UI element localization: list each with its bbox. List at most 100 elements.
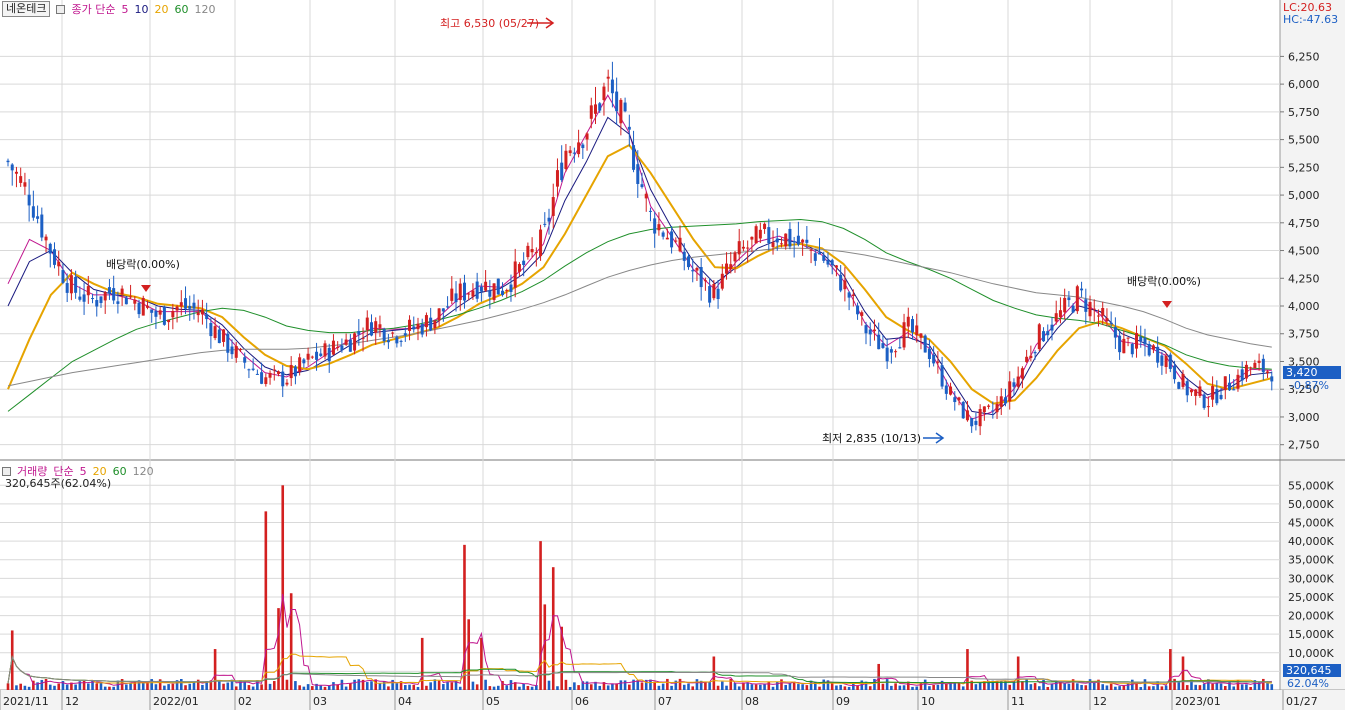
candle-body	[99, 296, 103, 304]
ma-line-120	[7, 247, 1272, 387]
candle-body	[674, 240, 678, 242]
candle-body	[386, 340, 390, 343]
volume-bar	[767, 681, 771, 690]
candle-body	[564, 150, 568, 169]
volume-bar	[1084, 685, 1088, 690]
volume-bar	[1059, 681, 1062, 690]
candle-body	[699, 267, 703, 288]
annotations	[141, 17, 1172, 444]
candle-body	[272, 369, 276, 371]
date-tick-label: 08	[745, 695, 759, 708]
candle-body	[779, 243, 783, 245]
volume-bar	[133, 681, 137, 690]
candle-body	[365, 317, 369, 331]
price-tick-label: 3,750	[1288, 328, 1320, 341]
volume-bar	[581, 681, 585, 690]
volume-bar	[1050, 683, 1054, 690]
volume-bar	[513, 682, 517, 690]
volume-bar	[1160, 686, 1164, 690]
volume-bar	[458, 686, 462, 690]
candle-body	[1067, 297, 1071, 301]
volume-bar	[915, 686, 919, 690]
volume-bar	[509, 680, 513, 690]
candle-body	[188, 306, 192, 309]
date-tick-label: 11	[1011, 695, 1025, 708]
volume-bar	[1228, 681, 1231, 690]
volume-bar	[585, 681, 589, 690]
volume-bar	[1181, 656, 1185, 690]
candle-body	[522, 260, 526, 265]
candle-body	[484, 281, 488, 291]
candle-body	[830, 260, 834, 266]
candle-body	[1215, 389, 1219, 404]
volume-bar	[1164, 685, 1168, 690]
ma-line-60	[7, 218, 1272, 412]
volume-bar	[619, 680, 623, 690]
candle-body	[302, 359, 306, 364]
stock-name[interactable]: 네온테크	[2, 1, 51, 17]
volume-bar	[302, 686, 306, 690]
candle-body	[57, 261, 61, 267]
candle-body	[158, 310, 162, 315]
candle-body	[1143, 337, 1147, 345]
current-change: -0.87%	[1290, 379, 1329, 392]
candle-body	[10, 164, 14, 171]
volume-bar	[573, 682, 576, 690]
volume-bar	[1118, 686, 1121, 690]
candle-body	[1223, 376, 1227, 391]
volume-bar	[606, 685, 610, 690]
candle-body	[813, 253, 817, 261]
candle-body	[974, 420, 978, 425]
volume-bar	[640, 682, 644, 690]
volume-bar	[682, 684, 686, 690]
volume-bar	[615, 683, 618, 690]
candle-body	[78, 296, 82, 300]
candle-body	[369, 322, 373, 336]
volume-bar	[251, 686, 255, 690]
volume-bar	[137, 680, 141, 690]
candle-body	[458, 283, 462, 300]
volume-bar	[763, 683, 766, 690]
volume-bar	[636, 680, 640, 690]
volume-bar	[475, 684, 479, 690]
volume-bar	[315, 683, 318, 690]
volume-bar	[319, 685, 323, 690]
candle-body	[1194, 389, 1198, 396]
grid	[0, 0, 1280, 690]
volume-bar	[416, 686, 420, 690]
volume-bar	[839, 684, 842, 690]
candle-body	[1156, 346, 1160, 363]
volume-bar	[48, 684, 52, 690]
date-tick-label: 01/27	[1286, 695, 1318, 708]
candle-body	[670, 231, 674, 248]
volume-bar	[1190, 679, 1193, 690]
volume-bar	[678, 678, 682, 690]
current-price-badge: 3,420	[1283, 366, 1341, 379]
candle-body	[995, 403, 999, 413]
date-tick-label: 2022/01	[153, 695, 199, 708]
volume-bar	[1147, 686, 1151, 690]
candle-body	[429, 317, 433, 331]
volume-bar	[205, 681, 208, 690]
candle-body	[932, 354, 936, 364]
volume-bar	[501, 681, 504, 690]
candle-body	[91, 298, 95, 300]
candle-body	[568, 150, 572, 154]
volume-bar	[699, 680, 703, 690]
candle-body	[196, 312, 200, 316]
volume-bar	[1109, 683, 1113, 690]
ma-label-20: 20	[154, 2, 169, 16]
volume-bar	[805, 685, 809, 690]
volume-bar	[530, 686, 534, 690]
volume-bar	[535, 685, 538, 690]
volume-bar	[830, 682, 834, 690]
volume-bar	[57, 683, 61, 690]
volume-bar	[61, 681, 65, 690]
volume-bar	[192, 681, 196, 690]
volume-bar	[1130, 679, 1134, 690]
volume-bar	[945, 683, 948, 690]
candle-body	[725, 263, 729, 274]
price-tick-label: 3,500	[1288, 355, 1320, 368]
volume-bar	[408, 684, 411, 690]
volume-bar	[729, 678, 733, 690]
